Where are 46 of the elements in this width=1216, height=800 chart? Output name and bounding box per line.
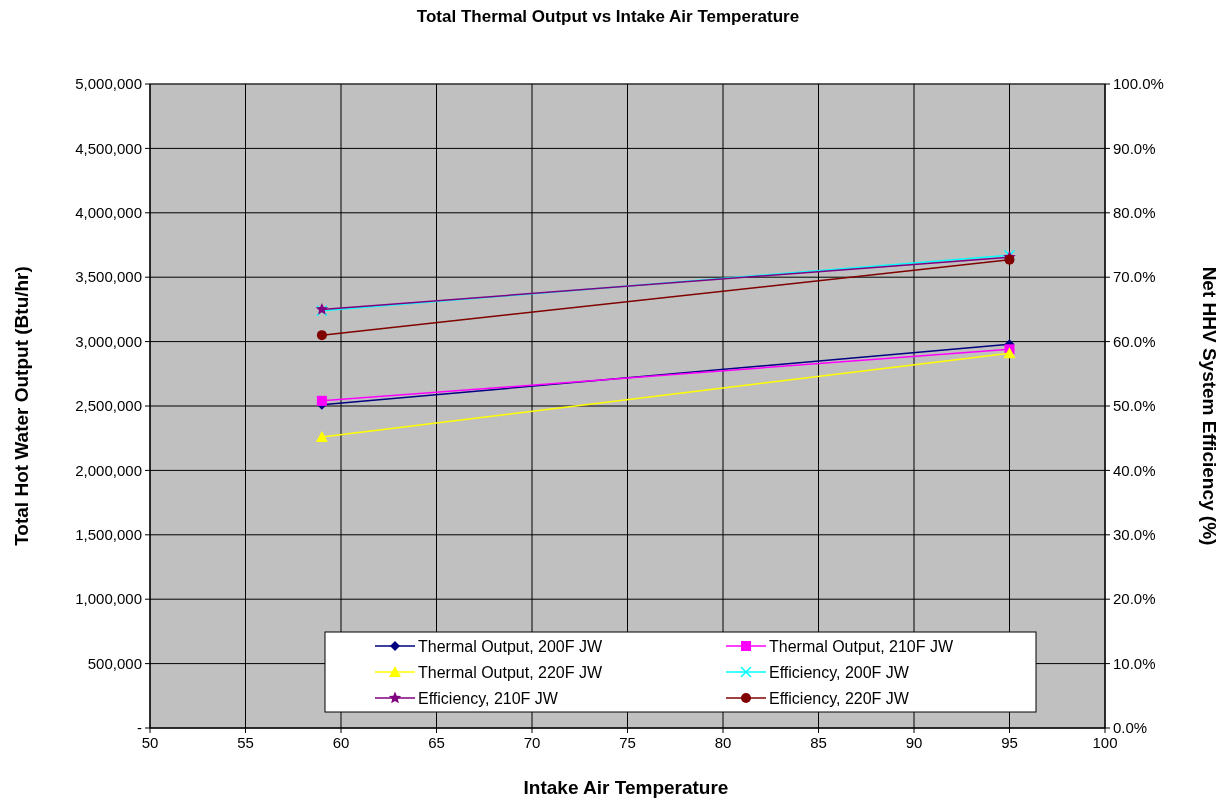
y2-tick-label: 90.0% [1113,139,1156,157]
legend-label: Thermal Output, 220F JW [418,663,603,681]
y-axis-title: Total Hot Water Output (Btu/hr) [11,266,32,546]
x-tick-label: 70 [523,734,541,751]
y2-tick-label: 10.0% [1113,654,1156,672]
point [1004,254,1015,265]
legend-label: Efficiency, 210F JW [418,689,559,707]
y-tick-label: 2,000,000 [75,461,142,479]
x-tick-label: 65 [428,734,445,751]
y2-axis-title: Net HHV System Efficiency (%) [1199,266,1216,546]
legend-label: Efficiency, 220F JW [769,689,910,707]
y-tick-label: 1,000,000 [75,590,142,608]
x-tick-label: 80 [714,734,732,751]
y2-tick-label: 100.0% [1113,75,1164,93]
point [316,395,327,406]
y-tick-label: 500,000 [87,654,142,672]
legend-label: Efficiency, 200F JW [769,663,910,681]
y2-tick-label: 80.0% [1113,204,1156,222]
y2-tick-label: 60.0% [1113,332,1156,350]
y2-tick-label: 40.0% [1113,461,1156,479]
x-tick-label: 95 [1001,734,1018,751]
y-tick-label: 3,500,000 [75,268,142,286]
y-tick-label: 4,500,000 [75,139,142,157]
x-tick-label: 55 [237,734,254,751]
y2-tick-label: 30.0% [1113,526,1156,544]
legend-label: Thermal Output, 200F JW [418,637,603,655]
y-tick-label: 3,000,000 [75,332,142,350]
y-tick-label: 4,000,000 [75,204,142,222]
x-tick-label: 50 [141,734,159,751]
y-tick-label: 1,500,000 [75,526,142,544]
x-tick-label: 100 [1092,734,1118,751]
x-tick-label: 85 [810,734,827,751]
y2-tick-label: 70.0% [1113,268,1156,286]
x-tick-label: 60 [332,734,350,751]
y-tick-label: 2,500,000 [75,397,142,415]
y-tick-label: 5,000,000 [75,75,142,93]
x-tick-label: 75 [619,734,636,751]
x-tick-label: 90 [905,734,923,751]
y-tick-label: - [137,719,142,737]
point [316,330,327,341]
legend-label: Thermal Output, 210F JW [769,637,954,655]
y2-tick-label: 50.0% [1113,397,1156,415]
y2-tick-label: 0.0% [1113,719,1148,737]
y2-tick-label: 20.0% [1113,590,1156,608]
x-axis-title: Intake Air Temperature [523,777,729,798]
chart-title: Total Thermal Output vs Intake Air Temperature [416,7,800,26]
